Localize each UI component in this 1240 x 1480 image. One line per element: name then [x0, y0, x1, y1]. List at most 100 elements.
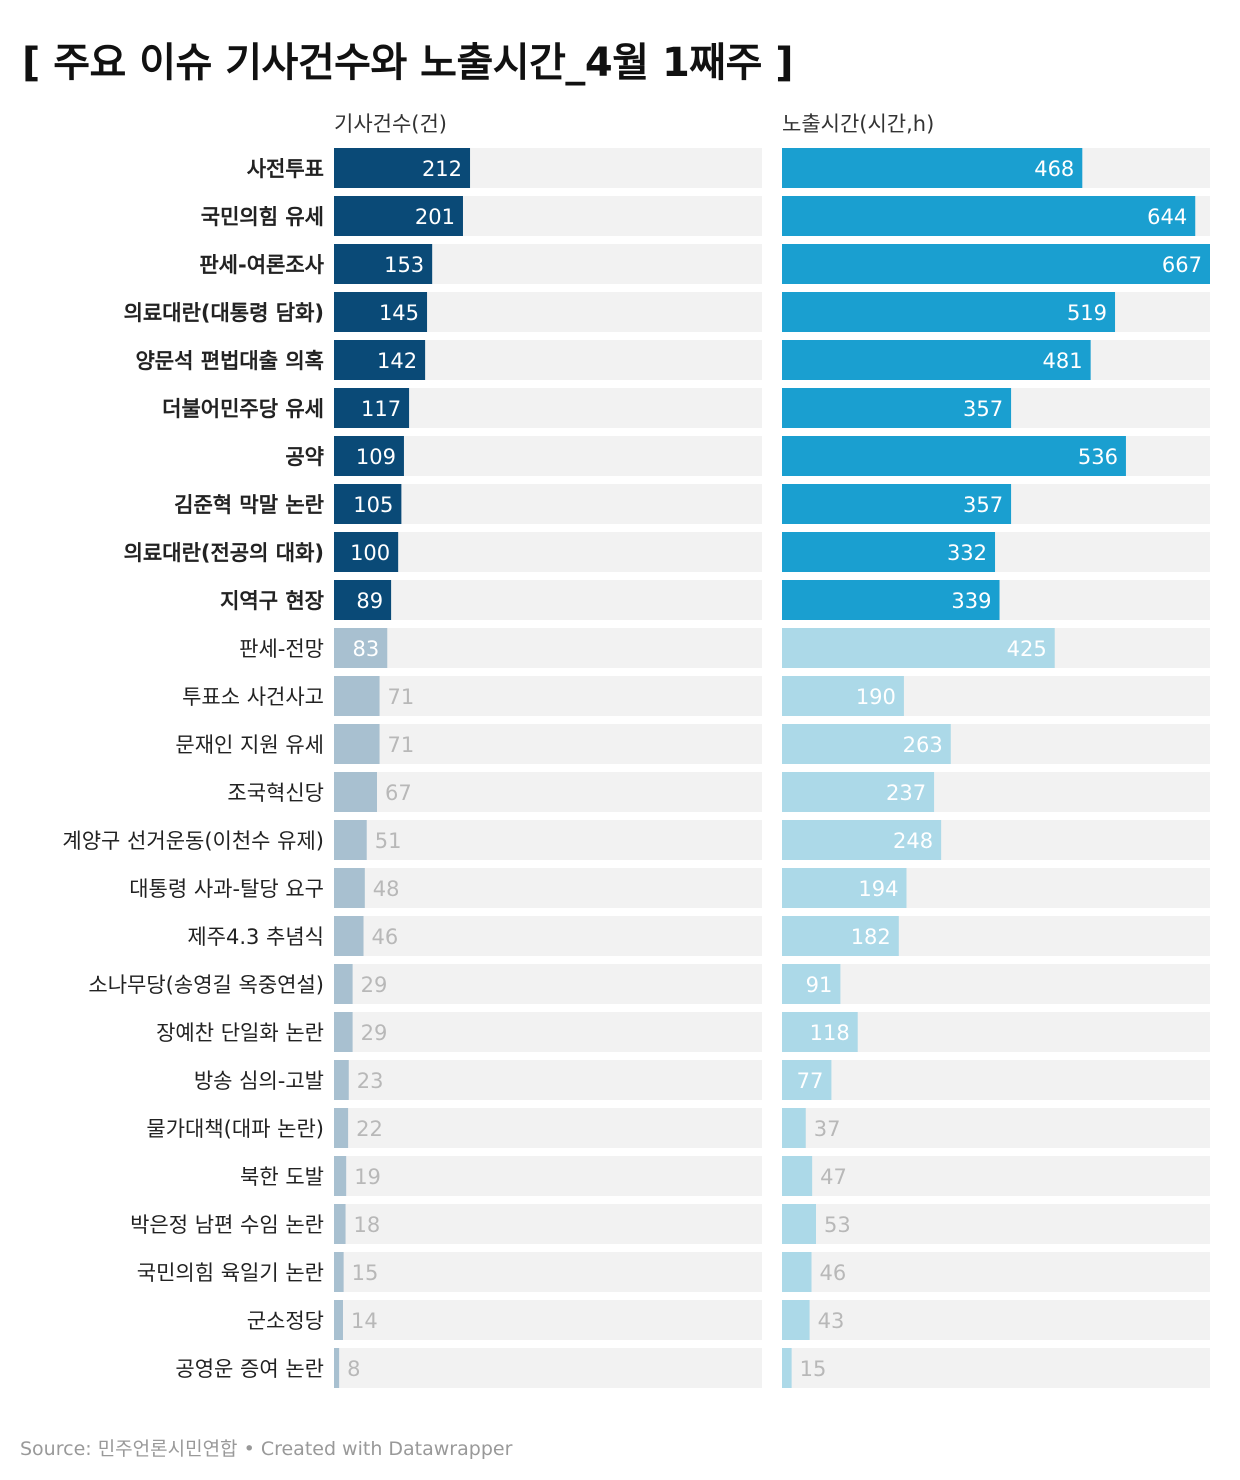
exposure-bar [782, 964, 841, 1004]
exposure-value-label: 46 [820, 1261, 847, 1285]
articles-track [334, 820, 762, 860]
exposure-bar [782, 196, 1196, 236]
exposure-track [782, 1204, 1210, 1244]
exposure-bar [782, 484, 1012, 524]
articles-bar [334, 1300, 343, 1340]
exposure-value-label: 77 [797, 1069, 824, 1093]
category-label: 국민의힘 육일기 논란 [137, 1261, 324, 1285]
articles-bar [334, 196, 463, 236]
articles-bar [334, 964, 353, 1004]
category-label: 국민의힘 유세 [201, 205, 324, 229]
exposure-bar [782, 1012, 858, 1052]
articles-track [334, 1348, 762, 1388]
category-label: 투표소 사건사고 [182, 685, 324, 709]
articles-bar [334, 1108, 349, 1148]
articles-value-label: 109 [356, 445, 396, 469]
exposure-value-label: 237 [886, 781, 926, 805]
exposure-bar [782, 1252, 812, 1292]
articles-value-label: 15 [352, 1261, 379, 1285]
articles-track [334, 1060, 762, 1100]
articles-track [334, 436, 762, 476]
articles-track [334, 868, 762, 908]
exposure-value-label: 357 [963, 493, 1003, 517]
exposure-value-label: 47 [820, 1165, 847, 1189]
source-note: Source: 민주언론시민연합 • Created with Datawrap… [20, 1438, 513, 1460]
articles-bar [334, 1012, 353, 1052]
exposure-value-label: 43 [818, 1309, 845, 1333]
category-label: 조국혁신당 [227, 781, 324, 805]
exposure-value-label: 644 [1147, 205, 1187, 229]
articles-bar [334, 724, 380, 764]
articles-bar [334, 820, 367, 860]
articles-value-label: 117 [361, 397, 401, 421]
exposure-bar [782, 436, 1126, 476]
exposure-bar [782, 1060, 832, 1100]
category-label: 지역구 현장 [220, 589, 324, 613]
exposure-value-label: 667 [1162, 253, 1202, 277]
exposure-bar [782, 148, 1083, 188]
exposure-value-label: 194 [858, 877, 898, 901]
articles-bar [334, 676, 380, 716]
category-label: 의료대란(대통령 담화) [124, 301, 324, 325]
category-label: 판세-여론조사 [199, 253, 324, 277]
exposure-track [782, 1300, 1210, 1340]
exposure-value-label: 248 [893, 829, 933, 853]
articles-track [334, 484, 762, 524]
articles-bar [334, 148, 471, 188]
exposure-track [782, 1060, 1210, 1100]
exposure-bar [782, 1156, 813, 1196]
exposure-bar [782, 1204, 817, 1244]
exposure-bar [782, 628, 1055, 668]
exposure-bar [782, 532, 996, 572]
articles-bar [334, 580, 392, 620]
articles-track [334, 628, 762, 668]
articles-value-label: 29 [361, 1021, 388, 1045]
exposure-value-label: 91 [806, 973, 833, 997]
articles-value-label: 22 [356, 1117, 383, 1141]
articles-value-label: 71 [388, 685, 415, 709]
articles-track [334, 916, 762, 956]
exposure-value-label: 332 [947, 541, 987, 565]
exposure-track [782, 964, 1210, 1004]
articles-value-label: 14 [351, 1309, 378, 1333]
exposure-track [782, 1348, 1210, 1388]
category-label: 군소정당 [247, 1309, 324, 1333]
exposure-bar [782, 916, 899, 956]
exposure-value-label: 118 [810, 1021, 850, 1045]
category-label: 방송 심의-고발 [194, 1069, 324, 1093]
articles-track [334, 580, 762, 620]
category-label: 문재인 지원 유세 [175, 733, 324, 757]
category-label: 소나무당(송영길 옥중연설) [88, 973, 324, 997]
articles-value-label: 29 [361, 973, 388, 997]
articles-bar [334, 1252, 344, 1292]
category-label: 장예찬 단일화 논란 [156, 1021, 324, 1045]
category-label: 양문석 편법대출 의혹 [135, 349, 324, 373]
articles-value-label: 23 [357, 1069, 384, 1093]
articles-bar [334, 292, 428, 332]
articles-bar [334, 1204, 346, 1244]
exposure-bar [782, 820, 942, 860]
category-label: 계양구 선거운동(이천수 유제) [62, 829, 324, 853]
exposure-bar [782, 1108, 806, 1148]
exposure-value-label: 37 [814, 1117, 841, 1141]
chart-title: [ 주요 이슈 기사건수와 노출시간_4월 1째주 ] [22, 40, 794, 86]
exposure-value-label: 15 [800, 1357, 827, 1381]
articles-value-label: 46 [372, 925, 399, 949]
articles-bar [334, 388, 410, 428]
category-label: 제주4.3 추념식 [187, 925, 324, 949]
category-label: 박은정 남편 수임 논란 [130, 1213, 324, 1237]
exposure-bar [782, 772, 935, 812]
exposure-bar [782, 724, 951, 764]
articles-value-label: 51 [375, 829, 402, 853]
articles-bar [334, 916, 364, 956]
articles-track [334, 532, 762, 572]
articles-track [334, 1252, 762, 1292]
exposure-bar [782, 292, 1116, 332]
category-label: 물가대책(대파 논란) [146, 1117, 324, 1141]
articles-value-label: 89 [356, 589, 383, 613]
articles-bar [334, 1156, 347, 1196]
articles-track [334, 724, 762, 764]
exposure-value-label: 425 [1007, 637, 1047, 661]
column-header-articles: 기사건수(건) [334, 112, 447, 136]
